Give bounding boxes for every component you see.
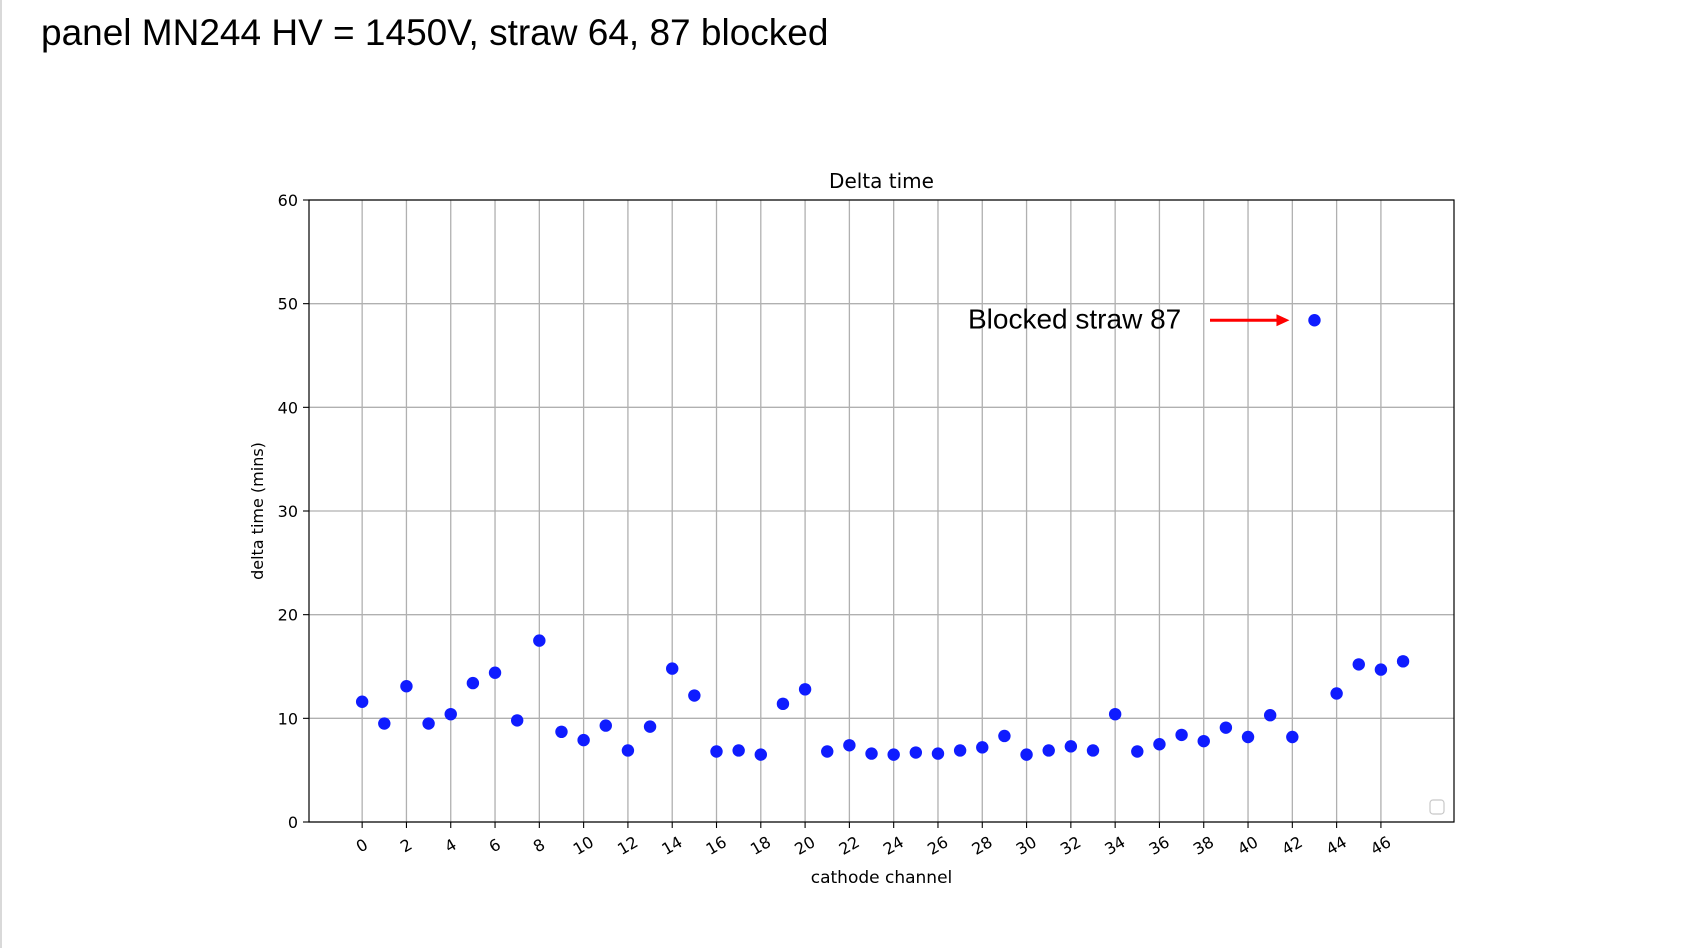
scatter-point: [1330, 687, 1343, 700]
scatter-point: [710, 745, 723, 758]
scatter-point: [1131, 745, 1144, 758]
scatter-point: [1020, 748, 1033, 761]
scatter-point: [1153, 738, 1166, 751]
scatter-point: [422, 717, 435, 730]
scatter-point: [533, 634, 546, 647]
x-tick-label: 38: [1190, 832, 1217, 859]
scatter-point: [510, 714, 524, 727]
x-axis-label: cathode channel: [811, 868, 953, 888]
y-tick-label: 40: [278, 398, 298, 417]
scatter-point: [821, 745, 834, 758]
y-tick-label: 50: [278, 295, 298, 314]
x-tick-label: 28: [968, 832, 995, 859]
x-tick-label: 2: [397, 835, 415, 857]
x-tick-label: 32: [1057, 832, 1084, 859]
scatter-point: [400, 679, 413, 693]
scatter-point: [643, 720, 657, 733]
x-tick-label: 34: [1101, 832, 1128, 859]
x-tick-label: 30: [1013, 832, 1040, 859]
x-tick-label: 22: [836, 832, 863, 859]
scatter-point: [998, 729, 1011, 743]
scatter-point: [621, 744, 635, 757]
scatter-point: [1086, 744, 1100, 757]
scatter-point: [732, 744, 745, 757]
x-tick-label: 42: [1279, 832, 1306, 859]
scatter-point: [976, 741, 989, 754]
scatter-point: [688, 689, 701, 702]
scatter-point: [1241, 730, 1255, 744]
point-layer: [355, 314, 1410, 761]
scatter-point: [1263, 709, 1277, 722]
scatter-point: [887, 748, 900, 761]
x-tick-label: 36: [1146, 832, 1173, 859]
y-axis-label: delta time (mins): [248, 442, 267, 580]
x-tick-label: 40: [1234, 832, 1261, 859]
x-tick-label: 26: [924, 832, 951, 859]
scatter-point: [488, 666, 502, 679]
scatter-point: [776, 697, 790, 711]
scatter-point: [466, 676, 480, 690]
scatter-point: [577, 733, 590, 747]
annotation-text: Blocked straw 87: [968, 303, 1181, 334]
slide-left-border: [0, 0, 2, 948]
scatter-point: [953, 744, 967, 757]
y-tick-label: 20: [278, 606, 298, 625]
x-tick-label: 24: [880, 832, 907, 859]
y-tick-label: 10: [278, 709, 298, 728]
scatter-point: [798, 683, 812, 696]
scatter-point: [1396, 655, 1410, 668]
scatter-point: [754, 748, 767, 761]
scatter-point: [444, 707, 457, 721]
x-tick-label: 0: [353, 835, 371, 857]
x-tick-label: 4: [441, 835, 459, 857]
x-tick-label: 18: [747, 832, 774, 859]
x-tick-label: 16: [703, 832, 730, 859]
scatter-point: [666, 662, 679, 675]
x-tick-label: 8: [530, 835, 548, 857]
scatter-point: [1197, 734, 1210, 748]
grid-layer: [309, 199, 1454, 823]
slide-title: panel MN244 HV = 1450V, straw 64, 87 blo…: [41, 12, 829, 53]
scatter-point: [1219, 721, 1233, 734]
chart-title: Delta time: [829, 169, 934, 193]
scatter-point: [1308, 314, 1321, 327]
scatter-point: [931, 747, 945, 760]
scatter-point: [1286, 730, 1299, 744]
scatter-point: [1108, 707, 1122, 721]
y-tick-label: 60: [278, 191, 298, 210]
scatter-point: [599, 719, 612, 732]
scatter-point: [1175, 728, 1188, 742]
y-tick-label: 0: [288, 813, 298, 832]
scatter-point: [865, 747, 878, 760]
x-tick-label: 20: [791, 832, 818, 859]
scatter-point: [1064, 740, 1078, 753]
scatter-point: [355, 695, 369, 708]
scatter-point: [1374, 663, 1388, 676]
x-tick-label: 10: [570, 832, 597, 859]
x-tick-label: 46: [1367, 832, 1394, 859]
y-tick-label: 30: [278, 502, 298, 521]
annotation-arrow-head: [1276, 314, 1290, 327]
x-tick-label: 6: [486, 835, 504, 857]
scatter-point: [1042, 744, 1055, 757]
empty-legend-box: [1429, 799, 1445, 815]
scatter-point: [1352, 658, 1365, 671]
scatter-point: [378, 717, 391, 730]
x-tick-label: 12: [614, 832, 641, 859]
x-tick-label: 14: [658, 832, 685, 859]
scatter-point: [555, 725, 568, 739]
scatter-point: [909, 746, 923, 759]
scatter-point: [843, 739, 856, 752]
x-tick-label: 44: [1323, 832, 1350, 859]
